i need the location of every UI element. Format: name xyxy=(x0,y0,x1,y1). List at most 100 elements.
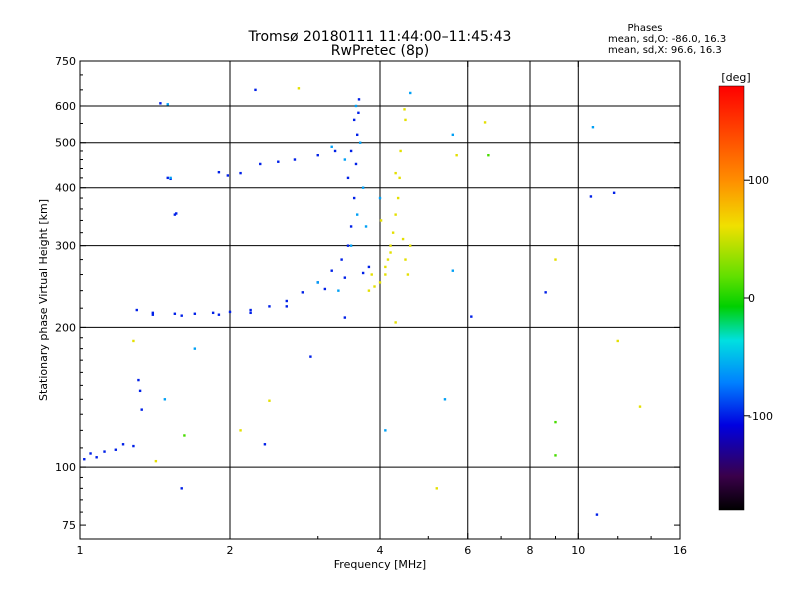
data-point xyxy=(343,316,347,319)
y-tick-label: 750 xyxy=(55,55,76,68)
data-point xyxy=(154,459,158,463)
data-point xyxy=(638,405,642,408)
data-point xyxy=(394,213,397,216)
grid-lines xyxy=(80,61,680,539)
data-point xyxy=(169,176,172,180)
data-point xyxy=(121,443,125,446)
scatter-points xyxy=(83,87,642,516)
data-point xyxy=(268,399,271,402)
data-point xyxy=(132,444,135,448)
y-tick-label: 300 xyxy=(55,240,76,253)
data-point xyxy=(409,244,412,247)
data-point xyxy=(239,171,242,175)
data-point xyxy=(352,118,356,122)
data-point xyxy=(591,126,595,129)
data-point xyxy=(173,312,177,315)
x-axis-label: Frequency [MHz] xyxy=(334,558,426,571)
data-point xyxy=(323,287,327,291)
data-point xyxy=(401,237,405,241)
data-point xyxy=(367,289,371,292)
plot-area: 1 2 4 6 8 10 16 75 100 200 300 400 500 600 750 xyxy=(55,55,687,557)
data-point xyxy=(163,398,167,401)
data-point xyxy=(217,170,221,174)
data-point xyxy=(166,176,169,180)
data-point xyxy=(361,186,365,189)
data-point xyxy=(95,456,98,459)
data-point xyxy=(384,273,387,276)
data-point xyxy=(340,258,343,261)
data-point xyxy=(346,244,350,247)
data-point xyxy=(151,311,155,315)
data-point xyxy=(483,121,487,124)
data-point xyxy=(140,408,143,411)
data-point xyxy=(589,195,593,198)
data-point xyxy=(135,308,138,312)
data-point xyxy=(389,251,392,254)
data-point xyxy=(330,269,333,272)
data-point xyxy=(285,305,288,308)
data-point xyxy=(391,231,395,234)
data-point xyxy=(226,174,230,177)
data-point xyxy=(404,258,407,261)
data-point xyxy=(386,258,390,261)
data-point xyxy=(217,313,221,316)
data-point xyxy=(180,487,183,490)
data-point xyxy=(137,378,140,382)
colorbar-tick-label: -100 xyxy=(748,410,773,423)
data-point xyxy=(159,102,162,105)
data-point xyxy=(544,291,547,294)
data-point xyxy=(404,118,407,122)
data-point xyxy=(595,513,599,516)
data-point xyxy=(337,289,340,292)
data-point xyxy=(166,103,169,106)
x-tick-label: 1 xyxy=(77,544,84,557)
data-point xyxy=(384,265,387,269)
data-point xyxy=(354,104,358,108)
data-point xyxy=(151,313,155,316)
data-point xyxy=(370,273,373,276)
data-point xyxy=(384,429,387,432)
data-point xyxy=(343,158,347,161)
data-point xyxy=(451,269,455,272)
data-point xyxy=(378,281,382,284)
data-point xyxy=(455,153,458,157)
data-point xyxy=(316,153,319,157)
x-tick-label: 2 xyxy=(227,544,234,557)
data-point xyxy=(330,145,333,148)
data-point xyxy=(138,389,142,393)
data-point xyxy=(470,315,473,318)
data-point xyxy=(249,308,252,312)
x-tick-label: 10 xyxy=(571,544,585,557)
data-point xyxy=(254,88,257,92)
data-point xyxy=(285,299,288,303)
data-point xyxy=(259,162,262,166)
data-point xyxy=(349,244,353,247)
data-point xyxy=(373,285,376,288)
x-tick-label: 16 xyxy=(673,544,687,557)
colorbar-ticks: 100 0 -100 xyxy=(744,174,773,423)
y-axis-label: Stationary phase Virtual Height [km] xyxy=(37,199,50,401)
data-point xyxy=(211,311,215,315)
data-point xyxy=(403,108,406,111)
data-point xyxy=(349,149,353,153)
data-point xyxy=(277,160,280,163)
data-point xyxy=(132,339,135,343)
data-point xyxy=(83,458,86,461)
data-point xyxy=(612,191,616,195)
chart-subtitle: RwPretec (8p) xyxy=(331,43,429,59)
data-point xyxy=(443,398,447,401)
y-tick-label: 600 xyxy=(55,100,76,113)
data-point xyxy=(301,291,305,294)
data-point xyxy=(173,213,177,216)
data-point xyxy=(355,213,359,216)
y-tick-label: 200 xyxy=(55,321,76,334)
data-point xyxy=(193,312,197,315)
y-tick-label: 100 xyxy=(55,461,76,474)
x-tick-label: 8 xyxy=(527,544,534,557)
data-point xyxy=(396,196,400,200)
data-point xyxy=(343,276,347,279)
data-point xyxy=(89,452,92,455)
data-point xyxy=(346,176,350,180)
data-point xyxy=(451,133,455,137)
